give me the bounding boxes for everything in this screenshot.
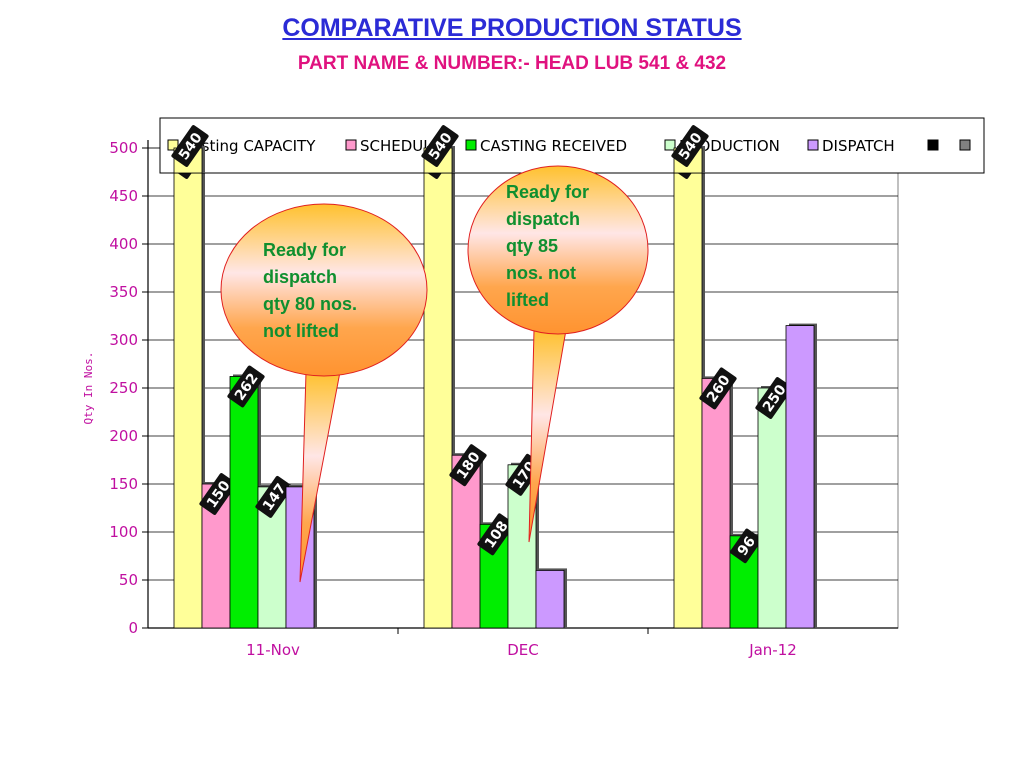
callout-0: Ready for dispatch qty 80 nos. not lifted: [220, 203, 428, 583]
y-tick-label-0: 0: [128, 619, 138, 637]
cap-label-bg-2: [671, 125, 709, 167]
bar-0-0: [173, 147, 203, 629]
data-label-bg-2-1: [477, 513, 515, 556]
cap-label-group-2: 540: [671, 125, 709, 167]
data-label-bg-1-2: [699, 367, 737, 410]
callout-text-1-4: lifted: [506, 290, 549, 310]
callout-text-0-0: Ready for: [263, 240, 346, 260]
cap-label-bg-0: [171, 125, 209, 167]
callout-text-0-2: qty 80 nos.: [263, 294, 357, 314]
legend-label-1: SCHEDULE: [360, 137, 441, 155]
data-label-bg-1-1: [449, 444, 487, 487]
y-tick-label-400: 400: [109, 235, 138, 253]
y-tick-label-450: 450: [109, 187, 138, 205]
callout-bubble-0: [220, 203, 428, 377]
bar-0-2: [673, 147, 703, 629]
x-tick-label-2: Jan-12: [748, 641, 797, 659]
callout-text-1-0: Ready for: [506, 182, 589, 202]
y-axis-label: Qty In Nos.: [82, 352, 95, 425]
y-tick-label-50: 50: [119, 571, 138, 589]
data-label-bg-1-0: [199, 473, 237, 515]
legend-swatch-5: [927, 139, 939, 151]
chart-subtitle: PART NAME & NUMBER:- HEAD LUB 541 & 432: [297, 53, 727, 74]
callout-text-0-1: dispatch: [263, 267, 337, 287]
cap-label-group-1: 540: [421, 125, 459, 167]
cap-label-bg-1: [421, 125, 459, 167]
legend-swatch-0: [167, 139, 179, 151]
y-tick-label-250: 250: [109, 379, 138, 397]
y-tick-label-200: 200: [109, 427, 138, 445]
bar-3-2: [757, 387, 787, 629]
legend-label-4: DISPATCH: [822, 137, 895, 155]
y-tick-label-350: 350: [109, 283, 138, 301]
bar-4-1: [535, 570, 565, 629]
legend-swatch-1: [345, 139, 357, 151]
legend-swatch-4: [807, 139, 819, 151]
y-tick-label-100: 100: [109, 523, 138, 541]
y-tick-label-150: 150: [109, 475, 138, 493]
callout-text-1-3: nos. not: [506, 263, 576, 283]
data-label-bg-2-0: [227, 365, 265, 408]
legend-box: [159, 117, 985, 174]
callout-text-0-3: not lifted: [263, 321, 339, 341]
legend-label-2: CASTING RECEIVED: [480, 137, 627, 155]
callout-1: Ready for dispatch qty 85 nos. not lifted: [467, 165, 649, 543]
bar-2-0: [229, 376, 259, 629]
callout-bubble-1: [467, 165, 649, 335]
x-tick-label-0: 11-Nov: [246, 641, 300, 659]
legend-label-0: Casting CAPACITY: [182, 137, 316, 155]
callout-text-1-2: qty 85: [506, 236, 558, 256]
legend-swatch-3: [664, 139, 676, 151]
legend-swatch-2: [465, 139, 477, 151]
chart-title: COMPARATIVE PRODUCTION STATUS: [282, 14, 742, 42]
data-label-bg-3-0: [255, 475, 293, 518]
callout-text-1-1: dispatch: [506, 209, 580, 229]
x-tick-label-1: DEC: [507, 641, 539, 659]
bar-0-1: [423, 147, 453, 629]
bar-1-2: [701, 377, 731, 629]
bar-4-2: [785, 325, 815, 629]
y-tick-label-300: 300: [109, 331, 138, 349]
legend-swatch-6: [959, 139, 971, 151]
data-label-bg-3-2: [755, 377, 793, 419]
data-label-bg-2-2: [729, 528, 763, 564]
y-tick-label-500: 500: [109, 139, 138, 157]
